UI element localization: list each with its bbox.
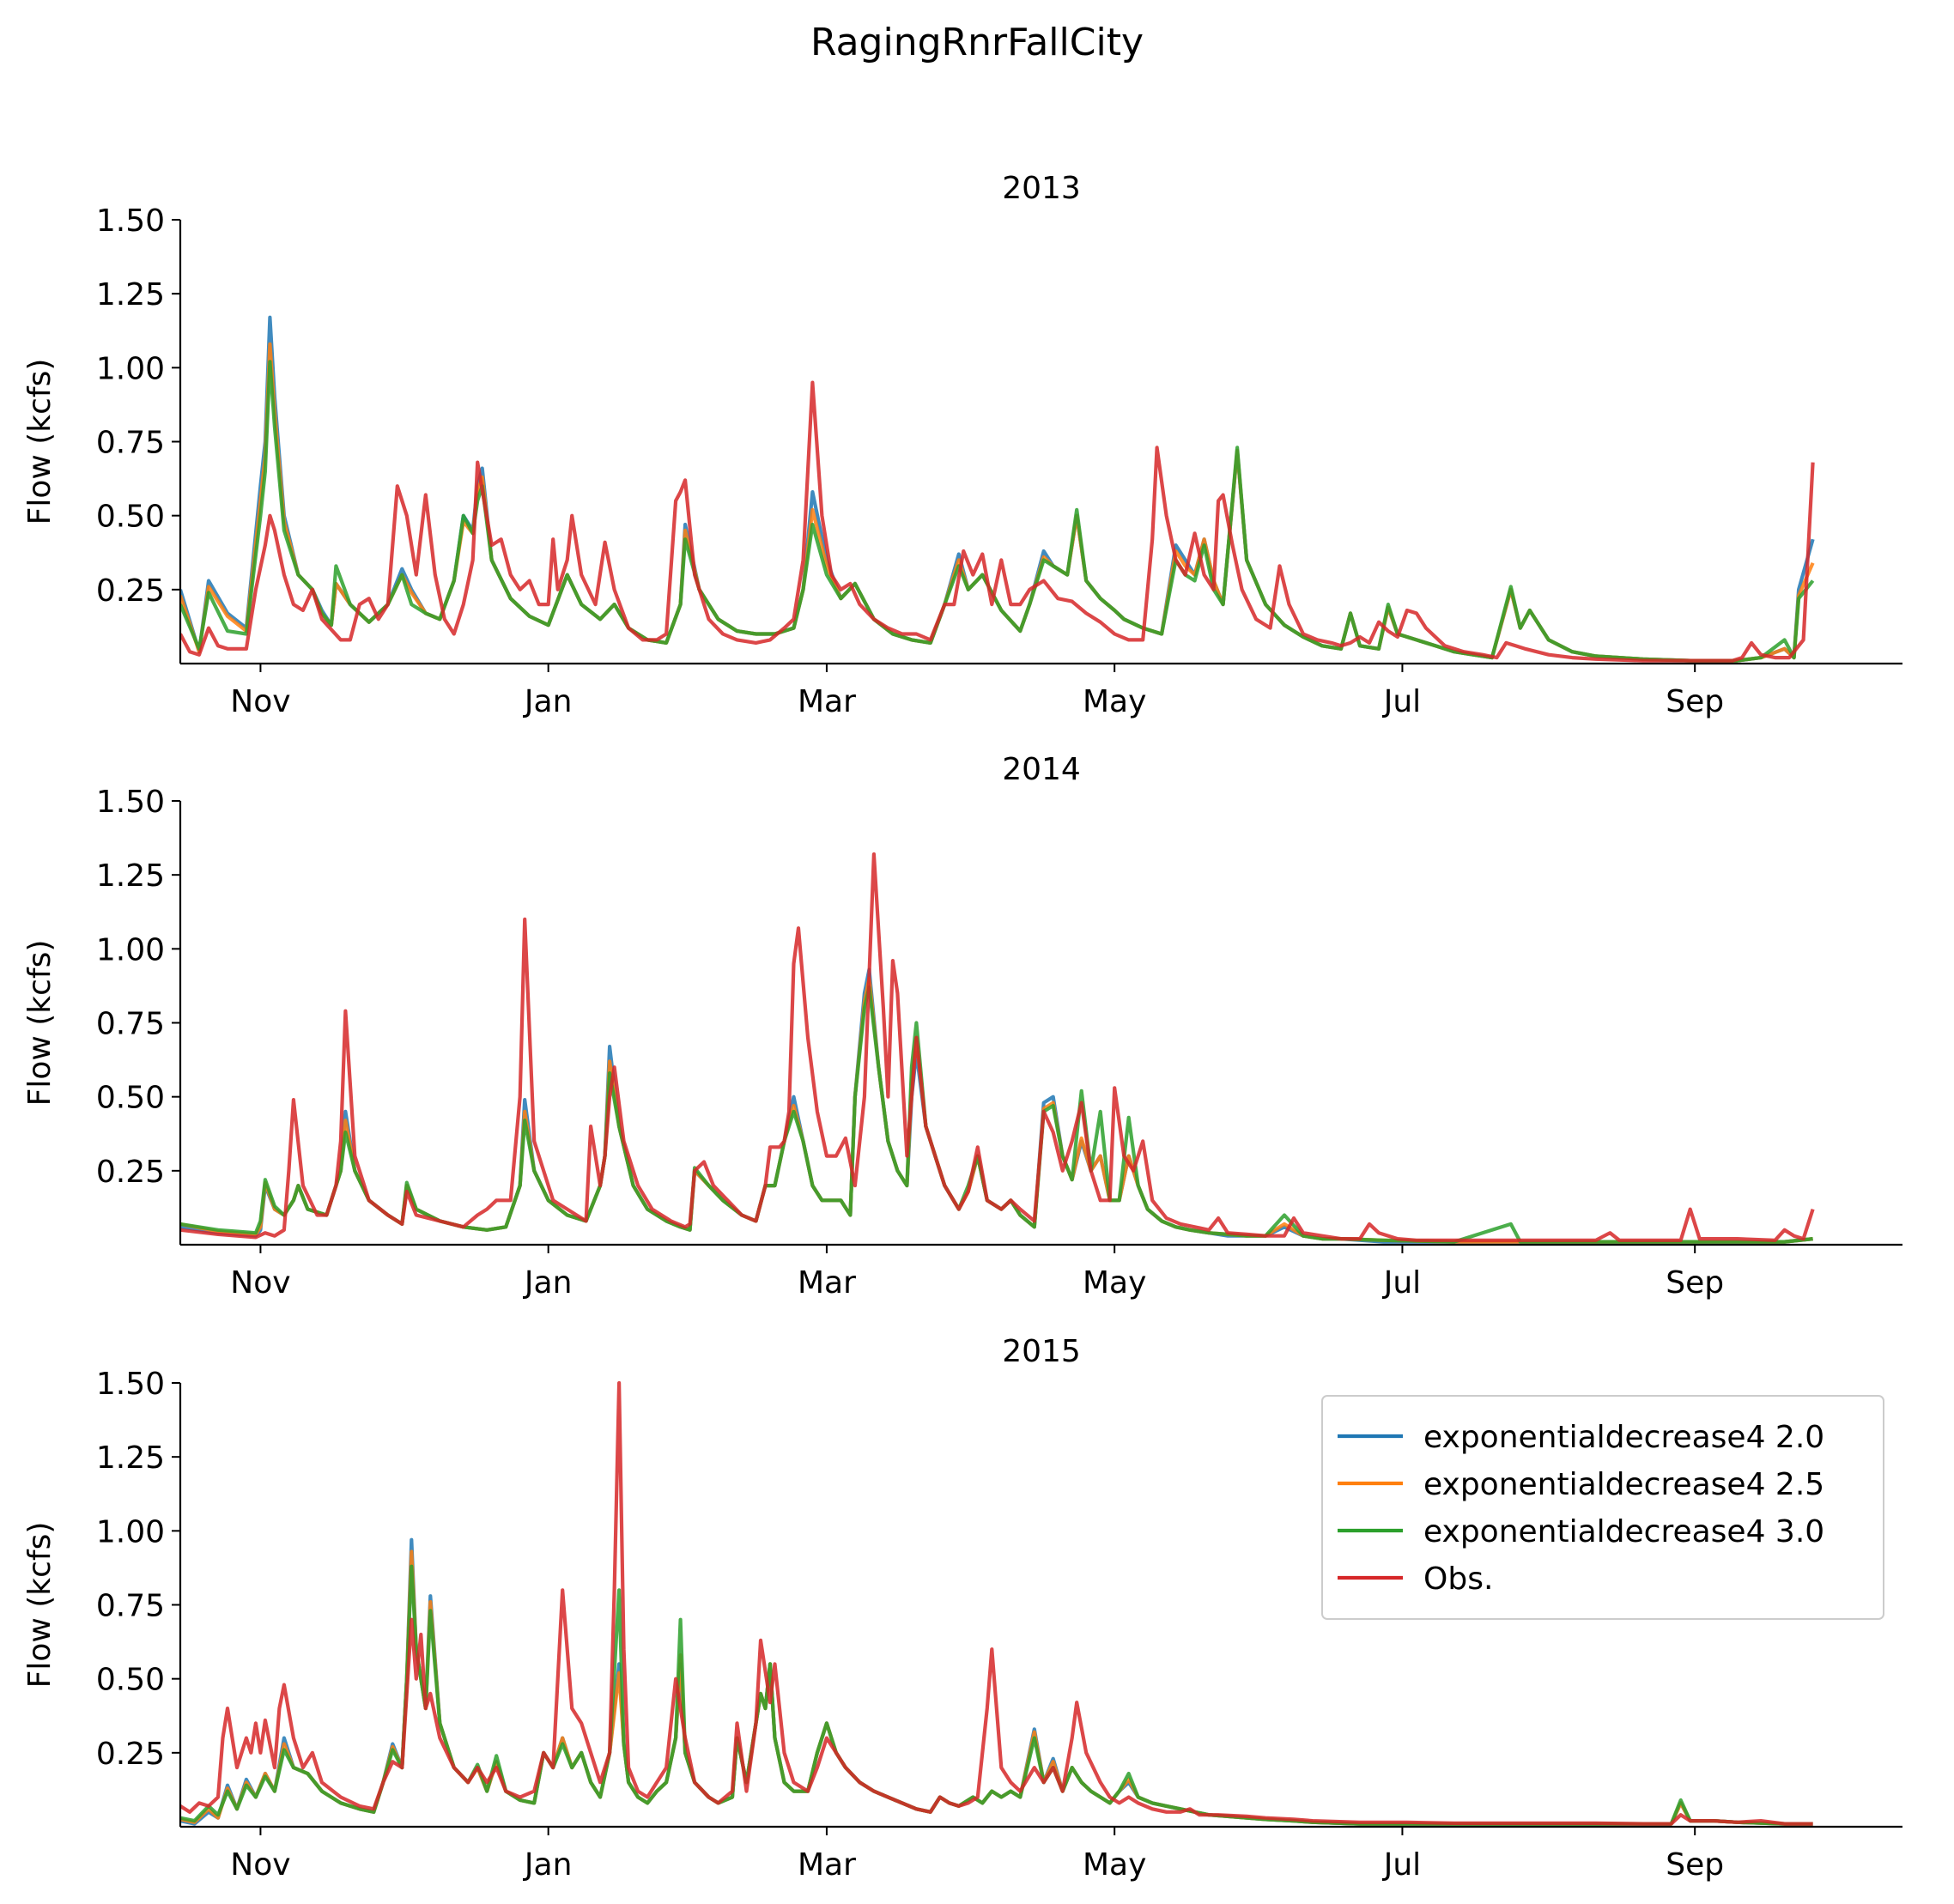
series-line-4 xyxy=(180,1381,1813,1826)
y-tick-label: 1.25 xyxy=(96,858,165,894)
figure-title: RagingRnrFallCity xyxy=(810,21,1144,64)
y-tick-label: 0.50 xyxy=(96,1081,165,1116)
x-tick-label: Sep xyxy=(1666,684,1724,719)
series-lines xyxy=(180,315,1815,663)
y-tick-label: 1.00 xyxy=(96,932,165,967)
y-tick-label: 1.50 xyxy=(96,1367,165,1402)
x-tick-label: Nov xyxy=(230,1847,290,1883)
panels: 2013 Flow (kcfs) 0.25 0.50 0.75 1.00 1.25 1.50 N… xyxy=(22,171,1902,1883)
legend-label: exponentialdecrease4 2.5 xyxy=(1423,1467,1824,1502)
x-tick-label: Jan xyxy=(523,1847,573,1883)
panel-2013: 2013 Flow (kcfs) 0.25 0.50 0.75 1.00 1.25 1.50 N… xyxy=(22,171,1902,719)
x-tick-label: Jul xyxy=(1382,1265,1421,1301)
legend-label: exponentialdecrease4 2.0 xyxy=(1423,1420,1824,1455)
x-tick-label: Jan xyxy=(523,684,573,719)
y-tick-label: 1.25 xyxy=(96,1440,165,1476)
legend-label: Obs. xyxy=(1423,1561,1493,1597)
y-tick-label: 0.50 xyxy=(96,500,165,535)
panel-title: 2015 xyxy=(1002,1334,1081,1369)
x-tick-label: Nov xyxy=(230,684,290,719)
series-line-3 xyxy=(180,985,1813,1244)
legend-label: exponentialdecrease4 3.0 xyxy=(1423,1514,1824,1549)
y-tick-label: 1.00 xyxy=(96,351,165,386)
x-tick-label: Jan xyxy=(523,1265,573,1301)
series-line-3 xyxy=(180,360,1815,663)
panel-2014: 2014 Flow (kcfs) 0.25 0.50 0.75 1.00 1.25 1.50 N… xyxy=(22,752,1902,1301)
y-tick-label: 0.75 xyxy=(96,1589,165,1624)
x-tick-label: May xyxy=(1083,1847,1146,1883)
y-tick-label: 0.25 xyxy=(96,573,165,609)
x-tick-label: Sep xyxy=(1666,1265,1724,1301)
y-axis-label: Flow (kcfs) xyxy=(22,940,58,1107)
x-tick-label: Jul xyxy=(1382,1847,1421,1883)
y-axis-label: Flow (kcfs) xyxy=(22,1522,58,1689)
x-tick-label: Mar xyxy=(798,684,856,719)
x-tick-label: May xyxy=(1083,1265,1146,1301)
series-lines xyxy=(180,852,1815,1244)
y-tick-label: 0.25 xyxy=(96,1155,165,1190)
x-tick-label: Jul xyxy=(1382,684,1421,719)
y-tick-label: 0.50 xyxy=(96,1663,165,1698)
series-line-4 xyxy=(180,852,1815,1242)
panel-2015: 2015 Flow (kcfs) 0.25 0.50 0.75 1.00 1.25 1.50 N… xyxy=(22,1334,1902,1883)
panel-title: 2013 xyxy=(1002,171,1081,206)
x-tick-label: Nov xyxy=(230,1265,290,1301)
x-tick-label: Sep xyxy=(1666,1847,1724,1883)
series-lines xyxy=(180,1381,1813,1826)
y-axis-label: Flow (kcfs) xyxy=(22,359,58,525)
y-tick-label: 1.00 xyxy=(96,1514,165,1549)
x-tick-label: May xyxy=(1083,684,1146,719)
legend-frame xyxy=(1321,1395,1884,1620)
series-line-4 xyxy=(180,380,1815,663)
x-tick-label: Mar xyxy=(798,1847,856,1883)
y-tick-label: 0.75 xyxy=(96,1007,165,1042)
y-tick-label: 1.25 xyxy=(96,277,165,312)
y-tick-label: 1.50 xyxy=(96,203,165,239)
legend: exponentialdecrease4 2.0 exponentialdecre… xyxy=(1321,1395,1884,1620)
y-tick-label: 0.75 xyxy=(96,426,165,461)
y-tick-label: 0.25 xyxy=(96,1737,165,1772)
panel-title: 2014 xyxy=(1002,752,1081,787)
x-tick-label: Mar xyxy=(798,1265,856,1301)
y-tick-label: 1.50 xyxy=(96,785,165,820)
